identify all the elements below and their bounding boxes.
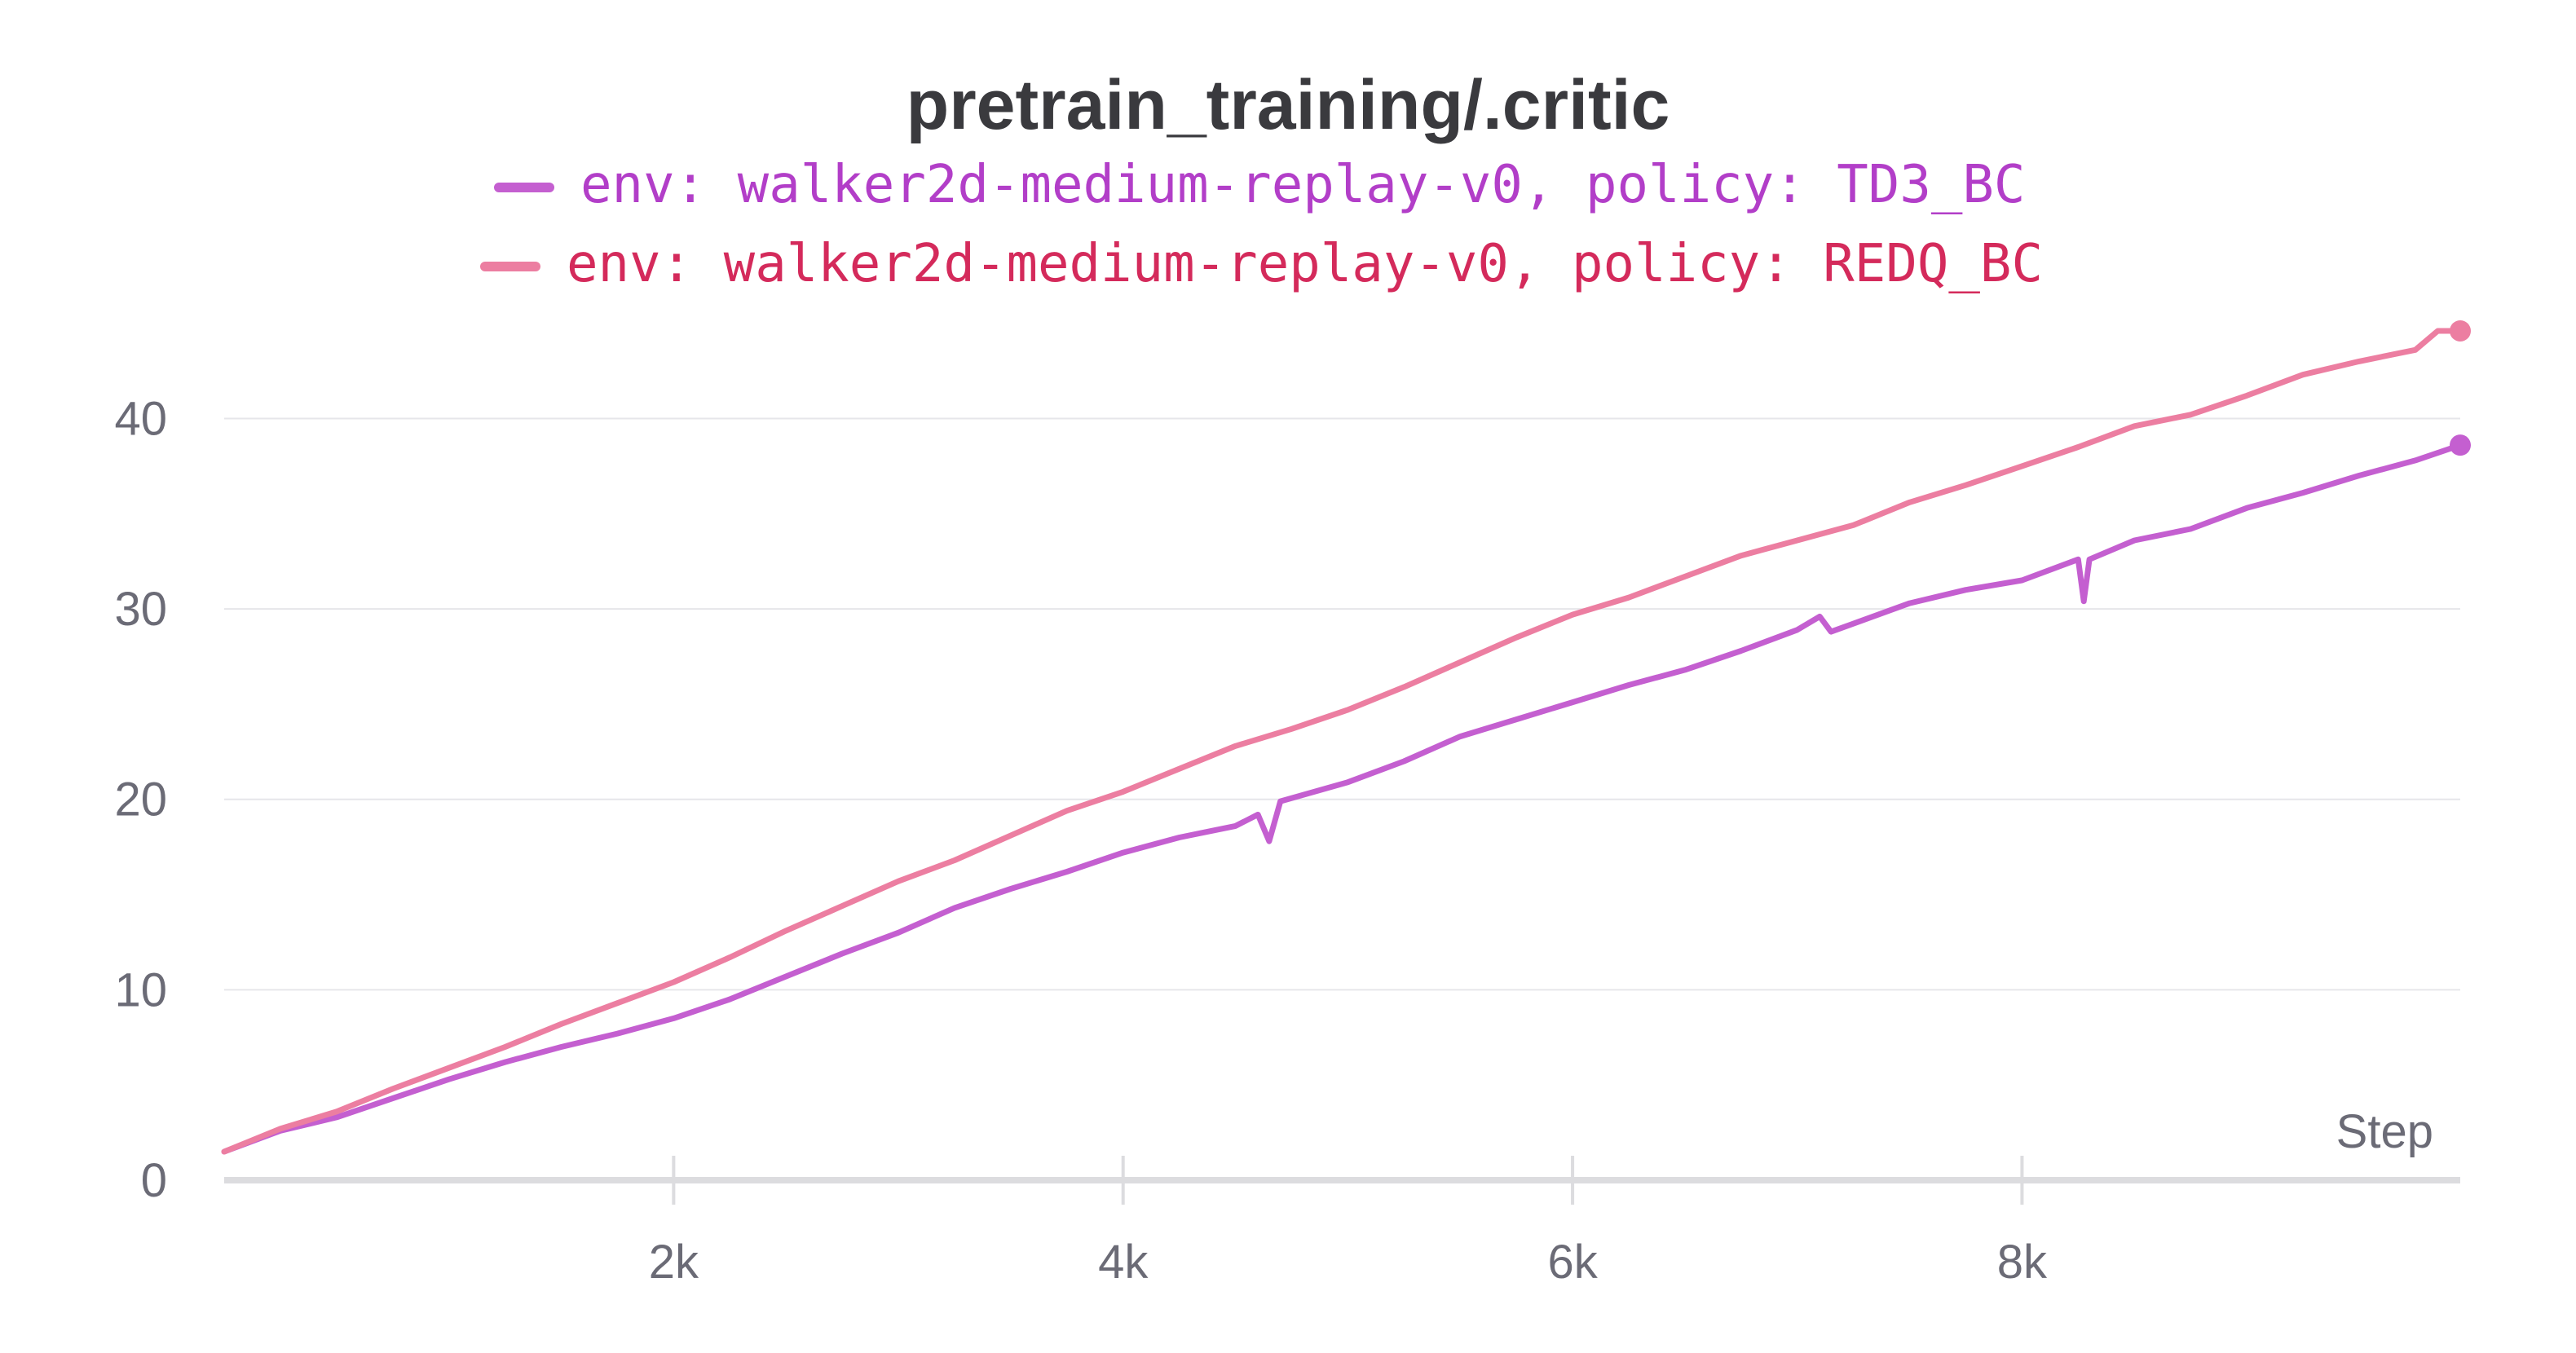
grid-lines (224, 417, 2460, 991)
x-tick-label: 8k (1997, 1236, 2048, 1289)
series-layer (221, 320, 2471, 1155)
y-tick-label: 40 (114, 392, 167, 445)
x-tick-label: 4k (1098, 1236, 1149, 1289)
legend: env: walker2d-medium-replay-v0, policy: … (480, 155, 2043, 294)
x-axis: 2k 4k 6k 8k (224, 1156, 2460, 1289)
series-line-1 (221, 442, 2464, 1155)
series-end-point-2 (2450, 320, 2471, 342)
legend-item-2: env: walker2d-medium-replay-v0, policy: … (480, 234, 2043, 294)
y-axis-ticks: 0 10 20 30 40 (114, 392, 167, 1207)
x-axis-label: Step (2336, 1105, 2433, 1158)
x-tick-label: 2k (649, 1236, 699, 1289)
x-tick-label: 6k (1547, 1236, 1598, 1289)
series-line-2 (221, 328, 2464, 1155)
legend-label: env: walker2d-medium-replay-v0, policy: … (567, 234, 2043, 294)
y-tick-label: 0 (141, 1154, 167, 1207)
y-tick-label: 10 (114, 963, 167, 1016)
y-tick-label: 20 (114, 773, 167, 826)
chart-title: pretrain_training/.critic (906, 66, 1670, 144)
legend-item-1: env: walker2d-medium-replay-v0, policy: … (494, 155, 2025, 215)
y-tick-label: 30 (114, 583, 167, 636)
legend-label: env: walker2d-medium-replay-v0, policy: … (580, 155, 2025, 215)
series-end-point-1 (2450, 434, 2471, 456)
